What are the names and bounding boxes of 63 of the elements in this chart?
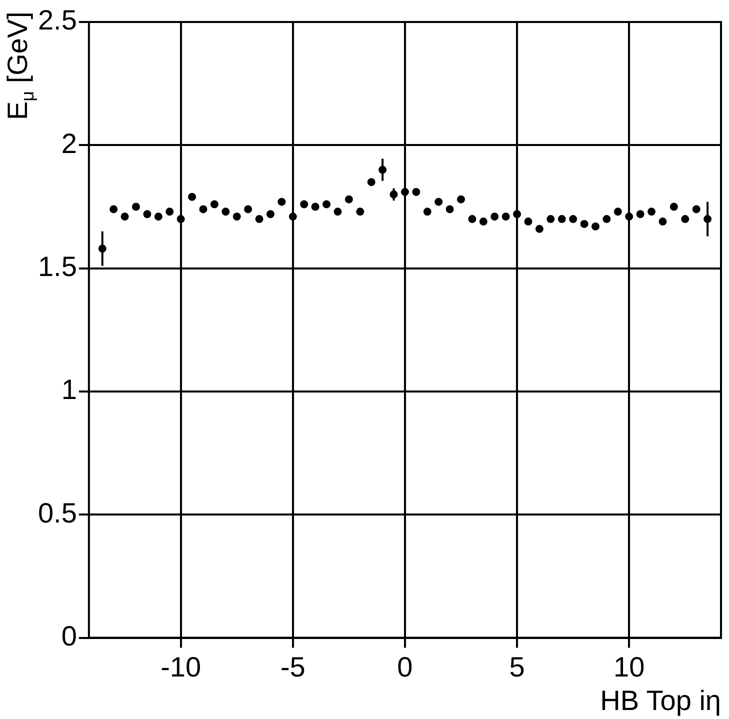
point — [502, 212, 510, 221]
x-tick-label: 10 — [614, 651, 645, 682]
point — [244, 205, 252, 214]
x-tick-label: -5 — [280, 651, 306, 682]
point — [143, 210, 152, 218]
point — [278, 198, 286, 206]
point — [670, 202, 678, 211]
x-tick-label: -10 — [160, 651, 202, 682]
point — [154, 212, 162, 221]
point — [266, 210, 274, 218]
point — [614, 208, 622, 216]
point — [334, 208, 342, 216]
point — [120, 212, 129, 221]
y-tick-label: 1.5 — [38, 251, 77, 282]
point — [110, 205, 118, 214]
point — [591, 222, 600, 230]
point — [681, 215, 690, 224]
point — [210, 200, 218, 208]
point — [602, 215, 611, 224]
point — [468, 215, 476, 224]
y-tick-label: 2 — [61, 128, 77, 159]
point — [535, 224, 544, 233]
point — [434, 198, 443, 206]
x-tick-label: 5 — [509, 651, 525, 682]
y-tick-label: 0.5 — [38, 497, 77, 528]
point — [255, 215, 264, 224]
y-tick-label: 0 — [61, 620, 77, 652]
point — [479, 218, 488, 226]
point — [524, 218, 532, 226]
point — [558, 215, 566, 224]
x-tick-label: 0 — [397, 651, 413, 682]
point — [311, 202, 320, 211]
point — [222, 208, 230, 216]
point — [288, 212, 297, 221]
point — [176, 215, 185, 224]
x-axis-title: HB Top iη — [600, 684, 721, 716]
point — [367, 178, 376, 186]
point — [188, 192, 196, 201]
point — [423, 208, 432, 216]
point — [569, 215, 578, 224]
point — [648, 208, 656, 216]
point — [400, 188, 409, 196]
point — [658, 218, 667, 226]
point — [199, 205, 208, 214]
point — [356, 208, 364, 216]
point — [232, 212, 241, 221]
point — [166, 208, 174, 216]
point — [513, 210, 522, 218]
y-tick-label: 1 — [61, 374, 77, 406]
point — [132, 202, 140, 211]
point — [636, 210, 644, 218]
point — [456, 195, 465, 204]
point — [580, 220, 588, 228]
point — [322, 200, 331, 208]
y-tick-label: 2.5 — [38, 4, 77, 36]
point — [446, 205, 454, 214]
point — [344, 195, 353, 204]
point — [300, 200, 308, 208]
point — [692, 205, 700, 214]
point — [490, 212, 499, 221]
point — [412, 188, 420, 196]
point — [625, 212, 634, 221]
point — [546, 215, 555, 224]
